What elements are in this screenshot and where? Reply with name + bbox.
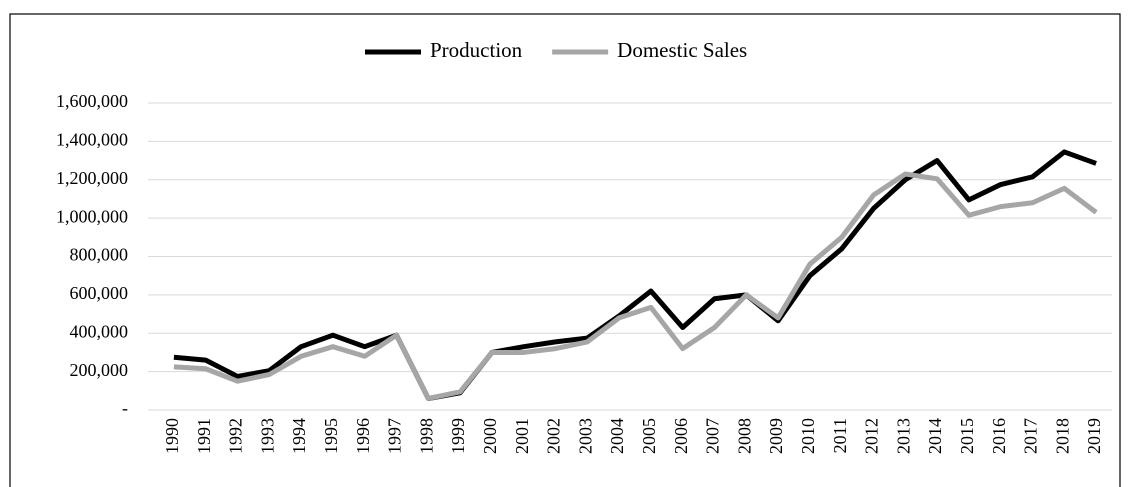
x-tick-label: 2018: [1052, 418, 1072, 454]
x-tick-label: 1990: [162, 418, 182, 454]
x-tick-label: 2019: [1084, 418, 1104, 454]
series-line: [173, 149, 1097, 401]
x-tick-label: 2015: [957, 418, 977, 454]
x-tick-label: 1996: [353, 418, 373, 454]
x-tick-label: 2004: [607, 418, 627, 454]
x-tick-label: 1993: [257, 418, 277, 454]
x-tick-label: 2017: [1021, 418, 1041, 454]
x-tick-label: 1992: [226, 418, 246, 454]
y-tick-label: 1,200,000: [56, 168, 128, 188]
y-tick-label: 1,000,000: [56, 206, 128, 226]
x-tick-label: 2009: [766, 418, 786, 454]
y-tick-label: 200,000: [70, 360, 129, 380]
x-tick-label: 2002: [544, 418, 564, 454]
y-tick-label: 1,600,000: [56, 91, 128, 111]
y-tick-label: 400,000: [70, 321, 129, 341]
x-tick-label: 2001: [512, 418, 532, 454]
x-tick-label: 2014: [925, 418, 945, 454]
y-tick-label: 800,000: [70, 245, 129, 265]
x-tick-label: 2011: [830, 418, 850, 453]
x-tick-label: 2003: [575, 418, 595, 454]
x-tick-label: 2008: [734, 418, 754, 454]
x-tick-label: 1995: [321, 418, 341, 454]
x-tick-label: 2005: [639, 418, 659, 454]
y-tick-label: -: [122, 398, 128, 418]
x-tick-label: 2013: [893, 418, 913, 454]
legend-label: Domestic Sales: [617, 38, 747, 62]
x-tick-label: 1999: [448, 418, 468, 454]
x-tick-label: 2006: [671, 418, 691, 454]
x-tick-label: 1997: [385, 418, 405, 454]
chart-frame: [9, 13, 1121, 487]
y-tick-label: 600,000: [70, 283, 129, 303]
x-tick-label: 1994: [289, 418, 309, 454]
x-tick-label: 1998: [416, 418, 436, 454]
legend-label: Production: [430, 38, 523, 62]
x-tick-label: 2012: [862, 418, 882, 454]
x-tick-label: 1991: [194, 418, 214, 454]
x-tick-label: 2000: [480, 418, 500, 454]
x-tick-label: 2010: [798, 418, 818, 454]
series-line: [173, 171, 1098, 401]
x-tick-label: 2016: [989, 418, 1009, 454]
x-tick-label: 2007: [703, 418, 723, 454]
y-tick-label: 1,400,000: [56, 130, 128, 150]
